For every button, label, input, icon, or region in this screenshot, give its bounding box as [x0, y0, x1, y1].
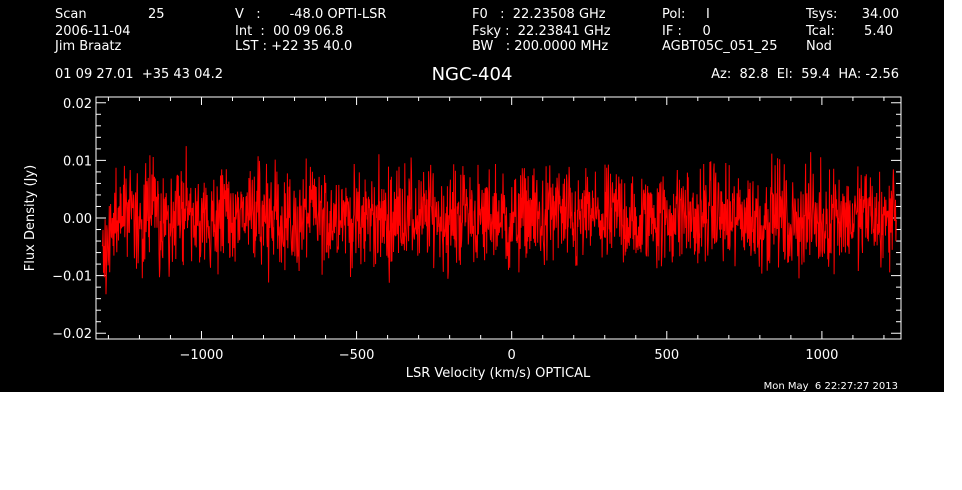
x-tick-label: 500 [654, 348, 679, 363]
header-col-2: V : -48.0 OPTI-LSR Int : 00 09 06.8 LST … [235, 7, 386, 54]
tsys-label: Tsys: [805, 7, 837, 22]
observation-date: 2006-11-04 [55, 24, 131, 39]
switching-mode: Nod [806, 39, 832, 54]
x-tick-label: −500 [339, 348, 375, 363]
y-tick-label: 0.01 [63, 154, 92, 169]
axis-ticks [96, 97, 901, 339]
header-col-1: Scan 25 2006-11-04 Jim Braatz [54, 7, 165, 54]
pointing-info: Az: 82.8 El: 59.4 HA: -2.56 [711, 67, 899, 82]
velocity-info: V : -48.0 OPTI-LSR [235, 7, 386, 22]
integration-time: Int : 00 09 06.8 [235, 24, 343, 39]
tick-labels: −1000 −500 0 500 1000 −0.02 −0.01 0.00 0.01 0.02 [52, 97, 838, 363]
x-tick-label: 1000 [805, 348, 838, 363]
chart-title: NGC-404 [432, 64, 513, 85]
x-tick-label: −1000 [179, 348, 223, 363]
y-tick-label: 0.00 [63, 212, 92, 227]
lst-info: LST : +22 35 40.0 [235, 39, 352, 54]
header-col-3: F0 : 22.23508 GHz Fsky : 22.23841 GHz BW… [472, 7, 611, 54]
tcal-value: 5.40 [864, 24, 893, 39]
spectrum-plot-window: Scan 25 2006-11-04 Jim Braatz V : -48.0 … [0, 0, 944, 392]
tcal-label: Tcal: [805, 24, 835, 39]
polarization: Pol: I [662, 7, 710, 22]
x-axis-label: LSR Velocity (km/s) OPTICAL [406, 366, 591, 381]
spectrum-trace [101, 146, 897, 295]
if-number: IF : 0 [662, 24, 711, 39]
y-tick-label: 0.02 [63, 97, 92, 112]
y-axis-label: Flux Density (Jy) [23, 165, 38, 271]
y-tick-label: −0.01 [52, 270, 92, 285]
tsys-value: 34.00 [862, 7, 899, 22]
header-col-4: Pol: I IF : 0 AGBT05C_051_25 [662, 7, 778, 54]
sky-frequency: Fsky : 22.23841 GHz [472, 24, 611, 39]
source-coordinates: 01 09 27.01 +35 43 04.2 [55, 67, 223, 82]
rest-frequency: F0 : 22.23508 GHz [472, 7, 606, 22]
header-col-5: Tsys: 34.00 Tcal: 5.40 Nod [805, 7, 899, 54]
plot-timestamp: Mon May 6 22:27:27 2013 [764, 381, 898, 392]
project-id: AGBT05C_051_25 [662, 39, 778, 54]
scan-number: 25 [148, 7, 165, 22]
bandwidth: BW : 200.0000 MHz [472, 39, 608, 54]
observer-name: Jim Braatz [54, 39, 122, 54]
y-tick-label: −0.02 [52, 327, 92, 342]
spectrum-plot: Scan 25 2006-11-04 Jim Braatz V : -48.0 … [23, 7, 902, 392]
scan-label: Scan [55, 7, 87, 22]
spectrum-line [101, 146, 897, 295]
x-tick-label: 0 [508, 348, 516, 363]
